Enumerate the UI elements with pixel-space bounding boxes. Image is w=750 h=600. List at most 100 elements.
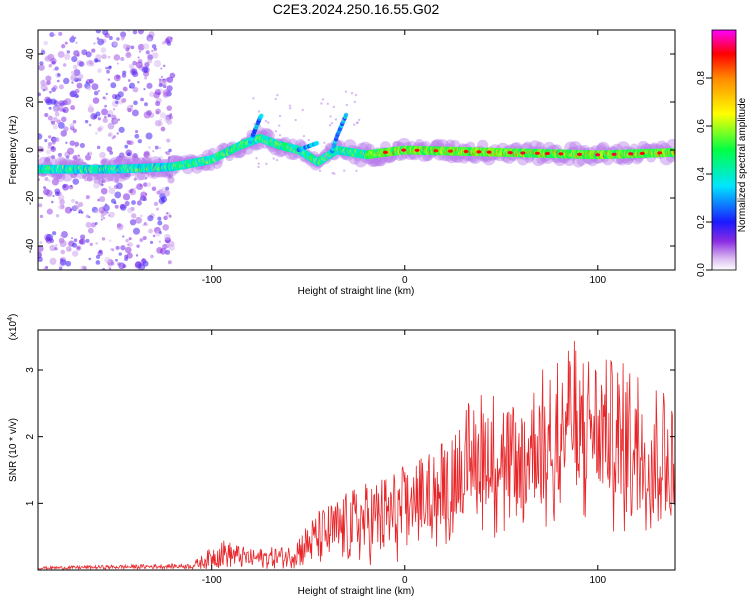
noise-blob — [142, 43, 150, 50]
noise-blob — [127, 207, 133, 214]
noise-blob — [159, 247, 167, 255]
faint-scatter — [356, 121, 359, 125]
ridge-halo — [100, 158, 109, 167]
noise-blob — [57, 122, 65, 129]
noise-blob — [56, 79, 60, 83]
faint-scatter — [341, 118, 344, 122]
ridge-peak — [507, 151, 513, 155]
noise-blob — [113, 135, 116, 139]
noise-blob — [157, 216, 162, 221]
ridge-peak — [639, 151, 645, 156]
noise-blob — [90, 112, 98, 120]
noise-blob — [59, 240, 67, 248]
noise-blob — [48, 142, 52, 146]
noise-blob — [153, 201, 159, 207]
noise-blob — [80, 234, 86, 240]
noise-blob — [59, 234, 63, 238]
faint-scatter — [278, 114, 282, 118]
noise-blob — [55, 172, 63, 180]
noise-blob — [51, 60, 56, 65]
noise-blob — [164, 233, 171, 241]
noise-blob — [70, 184, 73, 188]
snr-line — [38, 340, 675, 570]
noise-blob — [168, 148, 172, 153]
faint-scatter — [328, 124, 332, 127]
noise-blob — [64, 206, 72, 214]
noise-blob — [121, 174, 125, 179]
noise-blob — [150, 172, 156, 178]
noise-blob — [132, 155, 139, 162]
noise-blob — [151, 44, 157, 49]
faint-scatter — [340, 143, 343, 146]
noise-blob — [113, 74, 121, 82]
noise-blob — [39, 241, 43, 244]
noise-blob — [85, 195, 90, 200]
noise-blob — [108, 187, 116, 195]
noise-blob — [133, 177, 137, 181]
noise-blob — [53, 105, 60, 113]
faint-scatter — [333, 172, 336, 175]
noise-blob — [95, 30, 102, 34]
noise-blob — [57, 50, 65, 58]
faint-scatter — [354, 93, 358, 97]
noise-blob — [88, 104, 93, 109]
noise-blob — [63, 126, 69, 132]
noise-blob — [163, 189, 171, 197]
noise-blob — [107, 55, 111, 59]
noise-blob — [118, 262, 126, 270]
noise-blob — [110, 261, 115, 266]
noise-blob — [160, 126, 166, 132]
noise-blob — [116, 132, 120, 135]
noise-blob — [64, 41, 68, 45]
faint-scatter — [355, 169, 358, 172]
noise-blob — [122, 235, 125, 238]
faint-scatter — [252, 97, 255, 100]
noise-blob — [136, 200, 142, 206]
noise-blob — [100, 214, 104, 218]
faint-scatter — [289, 107, 292, 110]
noise-blob — [78, 201, 84, 208]
noise-blob — [49, 244, 56, 252]
y-tick-label: -40 — [25, 238, 36, 253]
faint-scatter — [347, 156, 350, 159]
noise-blob — [126, 243, 130, 246]
noise-blob — [123, 158, 129, 165]
noise-blob — [161, 79, 168, 86]
noise-blob — [121, 73, 127, 78]
noise-blob — [93, 90, 99, 96]
colorbar-tick-label: 0.0 — [696, 263, 707, 277]
noise-blob — [80, 211, 84, 214]
noise-blob — [137, 43, 145, 51]
spectrogram-ticks: -100 0 100 -40 -20 0 20 40 — [25, 30, 675, 286]
noise-blob — [165, 77, 170, 82]
noise-blob — [38, 245, 44, 252]
noise-blob — [45, 236, 51, 242]
noise-blob — [106, 69, 110, 74]
snr-x-tick-label: -100 — [202, 575, 222, 586]
noise-blob — [77, 246, 80, 250]
noise-blob — [132, 190, 135, 193]
noise-blob — [67, 147, 75, 155]
noise-blob — [92, 97, 100, 104]
noise-blob — [84, 119, 89, 124]
noise-blob — [59, 199, 65, 205]
noise-blob — [166, 212, 169, 215]
noise-blob — [155, 108, 161, 115]
noise-blob — [132, 60, 137, 66]
ridge-peak — [544, 151, 550, 156]
noise-blob — [168, 214, 172, 218]
noise-blob — [104, 32, 110, 38]
ridge-peak — [382, 150, 388, 154]
noise-blob — [104, 256, 111, 264]
noise-blob — [110, 198, 116, 204]
faint-scatter — [329, 115, 332, 118]
noise-blob — [146, 82, 153, 89]
noise-blob — [138, 199, 141, 202]
faint-scatter — [321, 98, 325, 101]
noise-blob — [138, 30, 144, 35]
noise-blob — [97, 89, 100, 92]
noise-blob — [97, 117, 101, 121]
noise-blob — [131, 200, 136, 205]
colorbar-label: Normalized spectral amplitude — [737, 97, 748, 232]
noise-blob — [109, 247, 113, 251]
